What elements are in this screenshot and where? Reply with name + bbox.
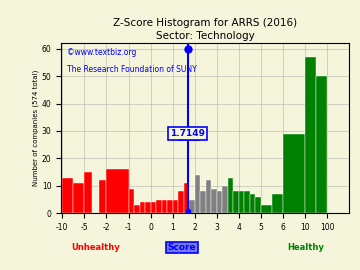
Text: Healthy: Healthy <box>288 243 324 252</box>
Bar <box>156 200 162 213</box>
Bar <box>162 200 167 213</box>
Bar <box>99 180 107 213</box>
Y-axis label: Number of companies (574 total): Number of companies (574 total) <box>32 70 39 187</box>
Text: ©www.textbiz.org: ©www.textbiz.org <box>67 48 136 57</box>
Bar <box>283 134 305 213</box>
Title: Z-Score Histogram for ARRS (2016)
Sector: Technology: Z-Score Histogram for ARRS (2016) Sector… <box>113 18 297 41</box>
Text: Unhealthy: Unhealthy <box>71 243 120 252</box>
Bar <box>255 197 261 213</box>
Bar <box>173 200 178 213</box>
Bar <box>150 202 156 213</box>
Bar <box>189 200 195 213</box>
Bar <box>222 186 228 213</box>
Bar <box>217 191 222 213</box>
Text: 1.7149: 1.7149 <box>170 129 205 138</box>
Bar <box>107 169 129 213</box>
Bar <box>305 57 316 213</box>
Bar <box>239 191 244 213</box>
Bar <box>84 172 92 213</box>
Bar <box>250 194 255 213</box>
Bar <box>316 76 327 213</box>
Bar <box>62 178 73 213</box>
Bar <box>195 175 200 213</box>
Bar <box>178 191 184 213</box>
Text: The Research Foundation of SUNY: The Research Foundation of SUNY <box>67 65 197 74</box>
Bar <box>233 191 239 213</box>
Bar <box>272 194 283 213</box>
Bar <box>200 191 206 213</box>
Bar <box>140 202 145 213</box>
Bar <box>228 178 233 213</box>
Bar <box>145 202 150 213</box>
Bar <box>129 189 134 213</box>
Text: Score: Score <box>168 243 197 252</box>
Bar <box>167 200 173 213</box>
Bar <box>206 180 211 213</box>
Bar <box>211 189 217 213</box>
Bar <box>261 205 272 213</box>
Bar <box>184 183 189 213</box>
Bar <box>73 183 84 213</box>
Bar <box>134 205 140 213</box>
Bar <box>244 191 250 213</box>
